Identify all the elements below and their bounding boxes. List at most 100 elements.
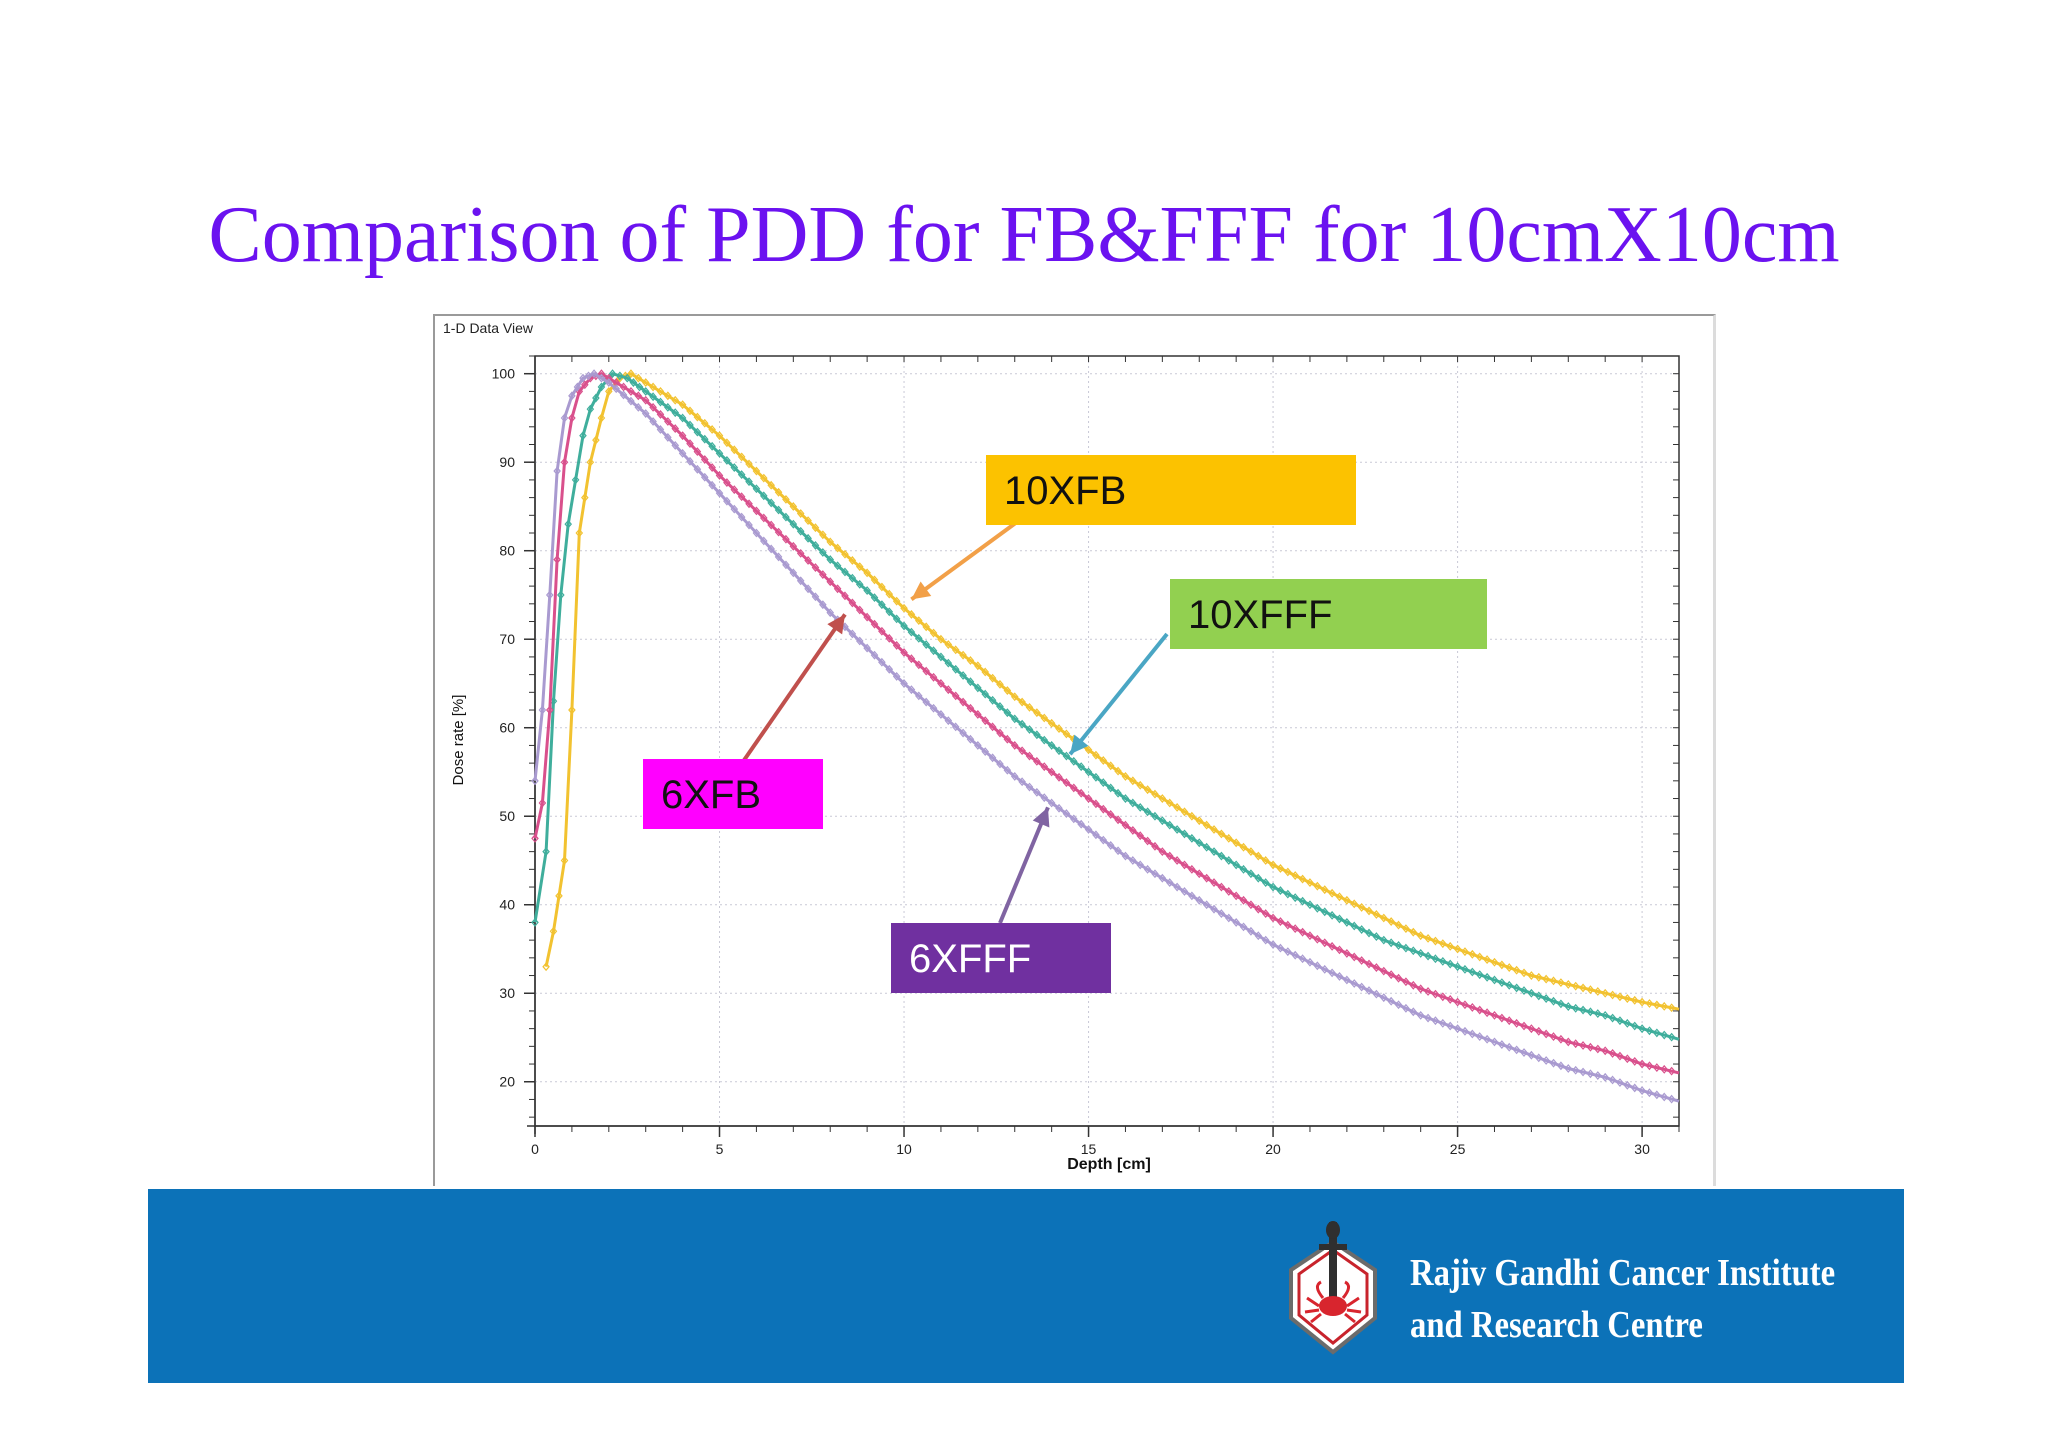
data-point [929,628,938,638]
data-point [708,463,716,472]
data-point [863,643,871,653]
data-point [1188,864,1196,874]
data-point [922,622,930,632]
annotation-arrow-line [738,613,847,768]
data-point [1210,825,1218,834]
data-point [1512,983,1521,993]
data-point [592,393,600,403]
data-point [557,590,565,600]
data-point [1084,767,1093,777]
data-point [590,369,598,379]
data-point [1357,902,1366,912]
data-point [1424,1013,1432,1023]
data-point [1468,949,1477,959]
data-point [538,705,547,715]
annotation-box [986,455,1356,525]
data-point [1269,940,1277,949]
data-point [1276,864,1285,873]
data-point [1498,1040,1506,1049]
data-point [1261,878,1270,888]
data-view-window: 1-D Data View 0 5 10 15 20 25 30 20 30 40 50 60 70 80… [433,314,1716,1186]
data-point [848,629,857,639]
data-point [678,431,687,441]
data-point [1594,1071,1602,1080]
data-point [870,575,879,585]
data-point [1010,692,1019,702]
data-point [848,556,857,565]
data-point [579,431,587,441]
data-point [1010,771,1019,781]
data-point [1232,918,1240,927]
data-point [1173,856,1181,865]
data-point [1040,793,1049,803]
data-point [1232,891,1240,901]
data-point [1276,886,1285,895]
x-tick-label: 0 [531,1141,539,1157]
data-point [1453,997,1462,1007]
data-point [656,386,665,396]
annotation-arrow-line [1068,632,1169,756]
data-point [1092,799,1100,809]
data-point [1158,873,1167,883]
data-point [841,549,849,559]
data-point [782,494,790,504]
data-point [1158,847,1167,857]
data-point [1114,788,1122,798]
data-point [937,652,945,662]
data-point [1018,746,1026,756]
x-tick-label: 5 [716,1141,724,1157]
data-point [1121,771,1130,781]
data-point [1276,943,1285,953]
data-point [1372,932,1381,942]
data-point [878,626,886,636]
data-point [974,661,982,671]
data-point [671,440,680,450]
data-point [1608,1013,1617,1023]
data-point [811,592,820,602]
data-point [1069,814,1078,824]
data-point [1092,750,1100,760]
data-point [586,404,595,414]
data-point [1335,892,1344,902]
data-point [1379,993,1388,1003]
data-point [1475,1032,1484,1042]
data-point [1335,914,1344,924]
data-point [1616,1078,1624,1088]
data-point [700,418,709,428]
data-point [907,654,916,664]
annotation-6xfb: 6XFB [643,613,847,829]
x-tick-label: 10 [896,1141,912,1157]
annotation-arrow-head [1032,807,1050,828]
data-point [1394,920,1403,930]
data-point [581,493,589,503]
data-point [1557,978,1565,988]
data-point [1129,798,1137,808]
data-point [767,544,775,554]
data-point [1165,851,1174,861]
data-point [737,512,746,522]
data-point [1402,924,1410,934]
data-point [1254,873,1263,883]
y-tick-label: 100 [492,366,516,382]
data-point [760,513,768,523]
data-point [678,413,687,423]
data-point [1099,778,1108,788]
data-point [1188,833,1196,843]
data-point [885,589,894,599]
data-point [612,384,620,394]
data-point [1284,947,1292,957]
institute-name-line2: and Research Centre [1410,1304,1703,1346]
data-point [1291,871,1299,880]
data-point [1328,910,1336,920]
data-point [1210,904,1218,914]
data-point [531,833,539,843]
data-point [641,386,650,396]
data-point [635,382,644,392]
data-point [1498,978,1506,988]
data-point [1623,1018,1632,1028]
data-point [966,677,975,687]
data-point [1188,811,1196,821]
data-point [767,498,775,508]
series-markers-6xfff [531,369,1676,1104]
data-point [664,417,672,426]
